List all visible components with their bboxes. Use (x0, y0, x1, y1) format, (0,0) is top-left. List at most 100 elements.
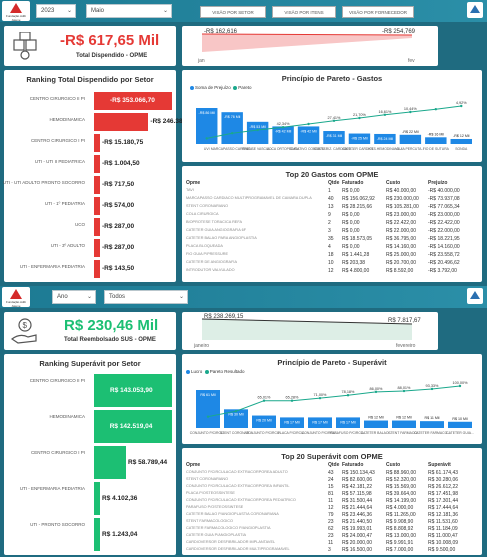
ranking-row[interactable]: UTI - PRONTO SOCORRO R$ 1.243,04 (4, 518, 176, 551)
pareto-bar[interactable] (392, 420, 416, 428)
pareto-bar[interactable] (425, 137, 447, 144)
table-row[interactable]: STENT CORONARIANO 24 R$ 82.600,06 R$ 52.320… (182, 477, 482, 484)
pareto-point[interactable] (460, 104, 463, 108)
pareto-point[interactable] (383, 113, 387, 116)
table-row[interactable]: CONJUNTO P/CIRCULACAO EXTRACORPOREA ADUL… (182, 470, 482, 477)
ranking-bar[interactable] (94, 134, 100, 152)
table-header[interactable]: Faturado (342, 462, 364, 468)
ranking-bar[interactable] (94, 92, 172, 110)
month-select[interactable]: Todos ⌄ (104, 290, 188, 304)
table-row[interactable]: CARDIOVERSOR DESFIBRILADOR IMPLANTAVEL 11… (182, 540, 482, 547)
pareto-point[interactable] (358, 116, 361, 120)
pareto-point[interactable] (307, 122, 310, 126)
pareto-bar[interactable] (348, 133, 371, 144)
ranking-row[interactable]: CENTRO CIRURGICO II PI R$ 143.053,90 (4, 374, 176, 407)
ranking-row[interactable]: CENTRO CIRURGICO I PI R$ 58.789,44 (4, 446, 176, 479)
ranking-row[interactable]: UTI - ENFERMARIA PEDIATRIA R$ 4.102,36 (4, 482, 176, 515)
tab-visao-setor[interactable]: VISÃO POR SETOR (200, 6, 266, 18)
year-select[interactable]: Ano ⌄ (52, 290, 96, 304)
pareto-point[interactable] (205, 137, 208, 140)
pareto-point[interactable] (430, 387, 434, 391)
pareto-bar[interactable] (374, 133, 396, 144)
ranking-row[interactable]: UTI - UTI II PEDIATRICA -R$ 1.004,50 (4, 155, 176, 173)
ranking-bar[interactable] (94, 218, 100, 236)
pareto-point[interactable] (346, 394, 350, 397)
table-header[interactable]: Qtde (328, 462, 340, 468)
ranking-row[interactable]: HEMODINAMICA -R$ 246.385,93 (4, 113, 195, 131)
ranking-row[interactable]: UTI - 1º PEDIATRIA -R$ 574,00 (4, 197, 176, 215)
table-row[interactable]: STENT CORONARIANO 13 R$ 28.215,66 R$ 105.28… (182, 204, 482, 212)
ranking-bar[interactable] (94, 482, 100, 515)
table-row[interactable]: COLA CIRURGICA 9 R$ 0,00 R$ 23.000,00 -R$ 23… (182, 212, 482, 220)
pareto-point[interactable] (256, 128, 259, 132)
pareto-point[interactable] (434, 108, 438, 111)
tab-visao-fornecedor[interactable]: VISÃO POR FORNECEDOR (342, 6, 414, 18)
table-header[interactable]: Superávit (428, 462, 451, 468)
pareto-point[interactable] (234, 410, 238, 413)
table-row[interactable]: MARCAPASSO CARDIACO MULTIPROGRAMAVEL DE … (182, 196, 482, 204)
ranking-bar[interactable] (94, 239, 100, 257)
pareto-bar[interactable] (196, 390, 220, 428)
pareto-bar[interactable] (196, 108, 218, 144)
ranking-bar[interactable] (94, 197, 100, 215)
pareto-bar[interactable] (272, 126, 294, 144)
table-row[interactable]: CATETER GUIA P/ANGIOPLASTIA 23 R$ 24.000,4… (182, 533, 482, 540)
table-row[interactable]: CATETER FARMACOLOGICO P/ANGIOPLASTIA 62 R$… (182, 526, 482, 533)
table-header[interactable]: Custo (386, 462, 401, 468)
table-row[interactable]: STENT FARMACOLOGICO 23 R$ 21.440,50 R$ 9.90… (182, 519, 482, 526)
table-header[interactable]: Faturado (342, 180, 364, 186)
table-header[interactable]: Opme (186, 180, 201, 186)
ranking-bar[interactable] (94, 374, 172, 407)
pareto-bar[interactable] (221, 112, 243, 144)
pareto-bar[interactable] (448, 421, 472, 428)
ranking-row[interactable]: UCO -R$ 287,00 (4, 218, 176, 236)
table-row[interactable]: CATETER BALAO PARA ANGIOPLASTIA 35 R$ 18.5… (182, 236, 482, 244)
ranking-row[interactable]: UTI - 3º ADULTO -R$ 287,00 (4, 239, 176, 257)
pareto-point[interactable] (374, 390, 378, 394)
ranking-bar[interactable] (94, 410, 172, 443)
ranking-row[interactable]: CENTRO CIRURGICO I PI -R$ 15.180,75 (4, 134, 176, 152)
ranking-row[interactable]: CENTRO CIRURGICO II PI -R$ 353.066,70 (4, 92, 176, 110)
pareto-bar[interactable] (450, 138, 472, 144)
table-row[interactable]: BIOPROTESE TORACICA REFA 2 R$ 0,00 R$ 22.42… (182, 220, 482, 228)
table-header[interactable]: Custo (386, 180, 401, 186)
pareto-point[interactable] (318, 396, 322, 400)
table-row[interactable]: PARAFUSO P/OSTEOSSINTESE 12 R$ 21.444,64 R$… (182, 505, 482, 512)
ranking-bar[interactable] (94, 176, 100, 194)
table-row[interactable]: CATETER BALAO P/ANGIOPLASTIA CORONARIANA… (182, 512, 482, 519)
pareto-point[interactable] (409, 110, 412, 114)
table-row[interactable]: PLACA BLOQUEADA 4 R$ 0,00 R$ 14.160,00 -R$ 1… (182, 244, 482, 252)
pareto-point[interactable] (290, 399, 294, 402)
pareto-bar[interactable] (308, 417, 332, 428)
ranking-row[interactable]: HEMODINAMICA R$ 142.519,04 (4, 410, 176, 443)
ranking-bar[interactable] (94, 113, 149, 131)
pareto-bar[interactable] (323, 131, 345, 144)
pareto-point[interactable] (206, 415, 210, 418)
pareto-bar[interactable] (246, 121, 269, 144)
ranking-bar[interactable] (94, 260, 100, 278)
month-select[interactable]: Maio ⌄ (86, 4, 172, 18)
pareto-point[interactable] (332, 119, 336, 122)
ranking-row[interactable]: UTI - UTI ADULTO PRONTO SOCORRO -R$ 717,5… (3, 176, 176, 194)
table-header[interactable]: Qtde (328, 180, 340, 186)
ranking-bar[interactable] (94, 155, 100, 173)
pareto-point[interactable] (262, 399, 266, 402)
pareto-point[interactable] (281, 126, 285, 129)
ranking-bar[interactable] (94, 518, 100, 551)
year-select[interactable]: 2023 ⌄ (36, 4, 76, 18)
table-row[interactable]: CARDIOVERSOR DESFIBRILADOR MULTIPROGRAMA… (182, 547, 482, 554)
ranking-bar[interactable] (94, 446, 127, 479)
pareto-bar[interactable] (364, 420, 388, 428)
table-header[interactable]: Prejuízo (428, 180, 448, 186)
table-row[interactable]: CONJUNTO P/CIRCULACAO EXTRACORPOREA INFA… (182, 484, 482, 491)
pareto-bar[interactable] (280, 417, 304, 428)
pareto-bar[interactable] (297, 126, 320, 144)
pareto-point[interactable] (402, 389, 406, 393)
tab-visao-itens[interactable]: VISÃO POR ITENS (272, 6, 336, 18)
pareto-bar[interactable] (399, 134, 422, 144)
table-row[interactable]: CATETER DE ANGIOGRAFIA 10 R$ 203,38 R$ 20.7… (182, 260, 482, 268)
pareto-bar[interactable] (252, 415, 276, 428)
pareto-bar[interactable] (224, 409, 248, 428)
ranking-row[interactable]: UTI - ENFERMARIA PEDIATRIA -R$ 143,50 (4, 260, 176, 278)
pareto-point[interactable] (230, 132, 234, 135)
